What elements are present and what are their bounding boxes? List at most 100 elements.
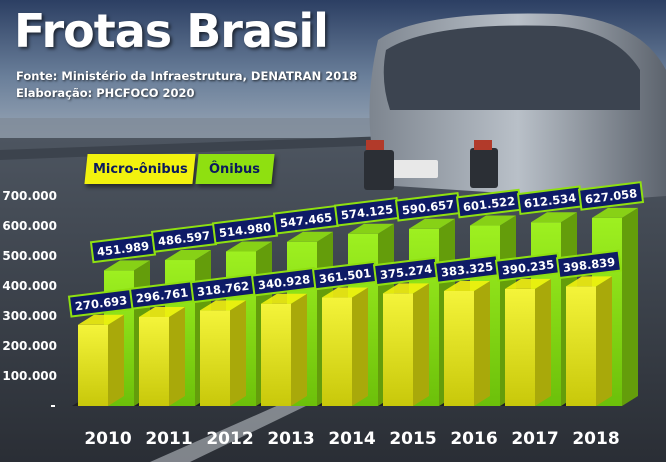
bar-micro-onibus bbox=[139, 306, 185, 406]
bar-micro-onibus-top bbox=[200, 300, 246, 311]
x-tick-label: 2017 bbox=[511, 429, 558, 449]
x-tick-label: 2016 bbox=[450, 429, 497, 449]
y-tick-label: 700.000 bbox=[2, 189, 57, 203]
data-label-micro-onibus-box bbox=[555, 249, 623, 280]
data-label-micro-onibus: 296.761 bbox=[128, 280, 196, 310]
x-tick-label: 2014 bbox=[328, 429, 375, 449]
bar-micro-onibus-front bbox=[139, 316, 169, 406]
data-label-micro-onibus-text: 390.235 bbox=[501, 257, 555, 277]
bar-micro-onibus-top bbox=[322, 287, 368, 298]
y-tick-label: 100.000 bbox=[2, 369, 57, 383]
bar-micro-onibus-side bbox=[230, 300, 246, 406]
data-label-micro-onibus-text: 398.839 bbox=[562, 255, 616, 275]
bar-micro-onibus-side bbox=[413, 283, 429, 406]
bar-micro-onibus-top bbox=[261, 293, 307, 304]
bar-micro-onibus-side bbox=[535, 278, 551, 406]
data-label-micro-onibus: 270.693 bbox=[67, 287, 135, 318]
data-label-micro-onibus: 318.762 bbox=[189, 273, 257, 304]
bar-micro-onibus bbox=[505, 278, 551, 406]
bar-onibus-side bbox=[622, 207, 638, 406]
bar-micro-onibus bbox=[261, 293, 307, 406]
bar-micro-onibus-top bbox=[566, 276, 612, 287]
data-label-onibus: 547.465 bbox=[272, 204, 340, 235]
bar-onibus bbox=[592, 207, 638, 406]
data-label-onibus-text: 627.058 bbox=[584, 186, 638, 206]
bar-micro-onibus-side bbox=[596, 276, 612, 406]
bar-micro-onibus-front bbox=[322, 297, 352, 406]
bar-micro-onibus-side bbox=[474, 281, 490, 406]
bar-micro-onibus-side bbox=[108, 314, 124, 406]
bar-micro-onibus-front bbox=[444, 291, 474, 406]
bar-micro-onibus bbox=[383, 283, 429, 406]
x-tick-label: 2010 bbox=[84, 429, 131, 449]
x-tick-label: 2013 bbox=[267, 429, 314, 449]
data-label-onibus: 590.657 bbox=[394, 191, 462, 222]
bar-micro-onibus-front bbox=[505, 288, 535, 406]
bar-micro-onibus-side bbox=[352, 287, 368, 406]
bar-onibus-top bbox=[531, 212, 577, 223]
bar-micro-onibus-top bbox=[383, 283, 429, 294]
x-tick-label: 2011 bbox=[145, 429, 192, 449]
bus-image bbox=[364, 13, 666, 200]
bar-micro-onibus-top bbox=[139, 306, 185, 317]
bar-micro-onibus-side bbox=[291, 293, 307, 406]
bar-micro-onibus-front bbox=[78, 324, 108, 406]
data-label-micro-onibus: 340.928 bbox=[250, 266, 318, 297]
y-tick-label: 200.000 bbox=[2, 339, 57, 353]
data-label-onibus: 451.989 bbox=[89, 233, 157, 264]
data-label-micro-onibus: 398.839 bbox=[555, 249, 623, 280]
bar-micro-onibus-front bbox=[200, 310, 230, 406]
bar-onibus-top bbox=[287, 231, 333, 242]
data-label-onibus: 574.125 bbox=[333, 196, 401, 227]
bar-onibus-top bbox=[470, 215, 516, 226]
source-text: Fonte: Ministério da Infraestrutura, DEN… bbox=[16, 69, 358, 83]
y-tick-label: 300.000 bbox=[2, 309, 57, 323]
bar-micro-onibus-side bbox=[169, 306, 185, 406]
y-tick-label: 600.000 bbox=[2, 219, 57, 233]
data-label-onibus-text: 486.597 bbox=[157, 228, 211, 248]
data-label-onibus-text: 601.522 bbox=[462, 194, 516, 214]
bar-micro-onibus-top bbox=[505, 278, 551, 289]
data-label-onibus-text: 612.534 bbox=[523, 191, 577, 211]
bar-micro-onibus-front bbox=[566, 286, 596, 406]
data-label-onibus-text: 574.125 bbox=[340, 202, 394, 222]
bar-onibus-top bbox=[226, 241, 272, 252]
data-label-onibus: 514.980 bbox=[211, 214, 279, 245]
y-tick-label: 400.000 bbox=[2, 279, 57, 293]
y-tick-label: 500.000 bbox=[2, 249, 57, 263]
data-label-micro-onibus-text: 383.325 bbox=[440, 259, 494, 279]
bar-micro-onibus bbox=[444, 281, 490, 406]
data-label-onibus-text: 547.465 bbox=[279, 210, 333, 230]
data-label-micro-onibus-text: 296.761 bbox=[135, 285, 189, 305]
bar-micro-onibus-top bbox=[444, 281, 490, 292]
data-label-micro-onibus-text: 270.693 bbox=[74, 293, 128, 313]
data-label-onibus-box bbox=[577, 181, 645, 211]
page-title: Frotas Brasil bbox=[14, 4, 329, 58]
bar-onibus-top bbox=[104, 260, 150, 271]
data-label-micro-onibus-text: 340.928 bbox=[257, 272, 311, 292]
data-label-onibus-text: 590.657 bbox=[401, 197, 455, 217]
data-label-micro-onibus: 390.235 bbox=[494, 252, 562, 282]
x-tick-label: 2018 bbox=[572, 429, 619, 449]
data-label-micro-onibus: 361.501 bbox=[311, 260, 379, 291]
data-label-onibus-text: 514.980 bbox=[218, 220, 272, 240]
bar-onibus-top bbox=[165, 250, 211, 261]
bar-micro-onibus bbox=[200, 300, 246, 406]
bar-onibus-top bbox=[348, 223, 394, 234]
bar-onibus-top bbox=[409, 218, 455, 229]
data-label-onibus-text: 451.989 bbox=[96, 239, 150, 259]
data-label-micro-onibus-text: 318.762 bbox=[196, 279, 250, 299]
data-label-micro-onibus-text: 375.274 bbox=[379, 262, 433, 282]
bar-micro-onibus bbox=[566, 276, 612, 406]
bar-micro-onibus-front bbox=[383, 293, 413, 406]
bar-micro-onibus-front bbox=[261, 303, 291, 406]
data-label-onibus: 627.058 bbox=[577, 181, 645, 211]
bar-onibus-top bbox=[592, 207, 638, 218]
data-label-onibus: 486.597 bbox=[150, 223, 218, 253]
y-tick-zero-mark bbox=[51, 405, 55, 407]
bar-micro-onibus bbox=[78, 314, 124, 406]
data-label-micro-onibus: 383.325 bbox=[433, 254, 501, 284]
x-tick-label: 2012 bbox=[206, 429, 253, 449]
elaboration-text: Elaboração: PHCFOCO 2020 bbox=[16, 86, 195, 100]
